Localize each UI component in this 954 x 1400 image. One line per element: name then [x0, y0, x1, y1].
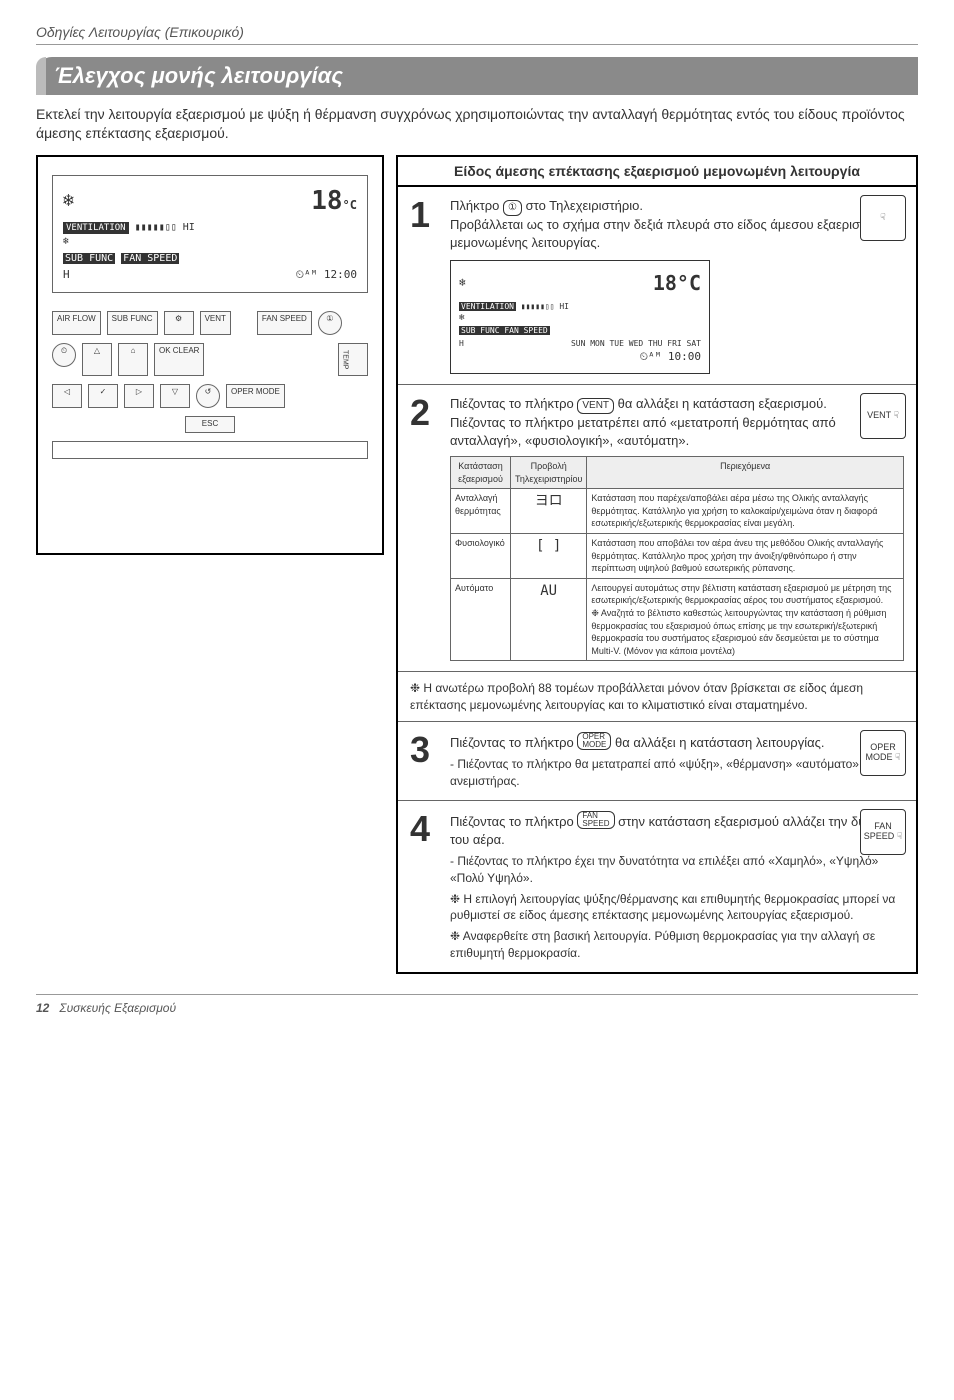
- note-text: ❉ Η ανωτέρω προβολή 88 τομέων προβάλλετα…: [398, 672, 916, 720]
- remote-diagram: ❄ 18°C VENTILATION ▮▮▮▮▮▯▯ HI ❄ SUB FUNC…: [36, 155, 384, 555]
- step-text: θα αλλάξει η κατάσταση λειτουργίας.: [615, 735, 824, 750]
- clock-display: ⏲ᴬᴹ 10:00: [459, 349, 701, 364]
- page-header: Οδηγίες Λειτουργίας (Επικουρικό): [36, 24, 918, 45]
- footer-text: Συσκευής Εξαερισμού: [59, 1001, 176, 1015]
- table-cell: Κατάσταση που αποβάλει τον αέρα άνευ της…: [587, 534, 904, 579]
- table-cell: Αυτόματο: [451, 578, 511, 661]
- table-row: Ανταλλαγή θερμότητας ヨロ Κατάσταση που πα…: [451, 489, 904, 534]
- page-footer: 12 Συσκευής Εξαερισμού: [36, 994, 918, 1015]
- table-row: Αυτόματο AU Λειτουργεί αυτομάτως στην βέ…: [451, 578, 904, 661]
- right-button[interactable]: ▷: [124, 384, 154, 408]
- hand-icon: ☟: [860, 195, 906, 241]
- hand-icon: FAN SPEED ☟: [860, 809, 906, 855]
- table-cell: Ανταλλαγή θερμότητας: [451, 489, 511, 534]
- air-flow-button[interactable]: AIR FLOW: [52, 311, 101, 335]
- oper-mode-button[interactable]: OPER MODE: [226, 384, 285, 408]
- h-label: H: [63, 268, 70, 282]
- step-text: Πιέζοντας το πλήκτρο: [450, 814, 577, 829]
- vent-button[interactable]: VENT: [200, 311, 231, 335]
- esc-button[interactable]: ESC: [185, 416, 235, 433]
- vent-label: VENTILATION: [63, 222, 129, 234]
- turn-button[interactable]: ↺: [196, 384, 220, 408]
- table-cell: Λειτουργεί αυτομάτως στην βέλτιστη κατάσ…: [587, 578, 904, 661]
- ok-button[interactable]: OK CLEAR: [154, 343, 204, 376]
- section-title-bar: Έλεγχος μονής λειτουργίας: [36, 57, 918, 95]
- step-text: στο Τηλεχειριστήριο.: [526, 198, 643, 213]
- h-label: H: [459, 338, 464, 349]
- settings-button[interactable]: ⚙: [164, 311, 194, 335]
- step-text: ❉ Η επιλογή λειτουργίας ψύξης/θέρμανσης …: [450, 891, 904, 925]
- bars-icon: ▮▮▮▮▮▯▯ HI: [135, 222, 195, 234]
- temp-display: 18°C: [653, 269, 701, 297]
- step-text: Πιέζοντας το πλήκτρο: [450, 396, 577, 411]
- table-cell: [ ]: [511, 534, 587, 579]
- down-button[interactable]: ▽: [160, 384, 190, 408]
- step-1: 1 Πλήκτρο ① στο Τηλεχειριστήριο. Προβάλλ…: [398, 187, 916, 385]
- table-cell: Φυσιολογικό: [451, 534, 511, 579]
- page-number: 12: [36, 1001, 49, 1015]
- table-row: Φυσιολογικό [ ] Κατάσταση που αποβάλει τ…: [451, 534, 904, 579]
- modes-table: Κατάσταση εξαερισμού Προβολή Τηλεχειριστ…: [450, 456, 904, 661]
- step-text: - Πιέζοντας το πλήκτρο θα μετατραπεί από…: [450, 756, 904, 790]
- sub-func-button[interactable]: SUB FUNC: [107, 311, 158, 335]
- fan-speed-icon: FAN SPEED: [577, 811, 614, 829]
- temp-button[interactable]: TEMP: [338, 343, 368, 376]
- table-cell: Κατάσταση που παρέχει/αποβάλει αέρα μέσω…: [587, 489, 904, 534]
- clock-button[interactable]: ⏲: [52, 343, 76, 367]
- table-cell: AU: [511, 578, 587, 661]
- table-header: Κατάσταση εξαερισμού: [451, 457, 511, 489]
- hand-icon: OPER MODE ☟: [860, 730, 906, 776]
- up-button[interactable]: △: [82, 343, 112, 376]
- step-text: Πλήκτρο: [450, 198, 503, 213]
- fan-speed-button[interactable]: FAN SPEED: [257, 311, 312, 335]
- step-3: 3 Πιέζοντας το πλήκτρο OPER MODE θα αλλά…: [398, 721, 916, 801]
- vent-label: VENTILATION: [459, 302, 516, 311]
- power-icon: ①: [503, 200, 522, 216]
- snow-icon: ❄: [63, 190, 74, 211]
- right-panel: Είδος άμεσης επέκτασης εξαερισμού μεμονω…: [396, 155, 918, 974]
- subfunc-label: SUB FUNC: [63, 253, 115, 264]
- remote-lcd: ❄ 18°C VENTILATION ▮▮▮▮▮▯▯ HI ❄ SUB FUNC…: [52, 175, 368, 293]
- home-button[interactable]: ⌂: [118, 343, 148, 376]
- step-text: ❉ Αναφερθείτε στη βασική λειτουργία. Ρύθ…: [450, 928, 904, 962]
- sub-label: SUB FUNC FAN SPEED: [459, 326, 550, 335]
- intro-text: Εκτελεί την λειτουργία εξαερισμού με ψύξ…: [36, 105, 918, 143]
- step-text: - Πιέζοντας το πλήκτρο έχει την δυνατότη…: [450, 853, 904, 887]
- mini-lcd: ❄ 18°C VENTILATION ▮▮▮▮▮▯▯ HI ❄ SUB FUNC…: [450, 260, 710, 374]
- days-label: SUN MON TUE WED THU FRI SAT: [571, 338, 701, 349]
- step-number: 4: [410, 811, 440, 962]
- step-text: Πιέζοντας το πλήκτρο: [450, 735, 577, 750]
- step-text: θα αλλάξει η κατάσταση εξαερισμού.: [618, 396, 827, 411]
- step-2: 2 Πιέζοντας το πλήκτρο VENT θα αλλάξει η…: [398, 385, 916, 673]
- clock-display: ⏲ᴬᴹ 12:00: [295, 268, 357, 282]
- hand-icon: VENT ☟: [860, 393, 906, 439]
- power-button[interactable]: ①: [318, 311, 342, 335]
- step-text: Προβάλλεται ως το σχήμα στην δεξιά πλευρ…: [450, 216, 904, 252]
- table-header: Περιεχόμενα: [587, 457, 904, 489]
- temp-display: 18°C: [311, 186, 357, 216]
- table-cell: ヨロ: [511, 489, 587, 534]
- step-number: 2: [410, 395, 440, 662]
- fanspeed-label: FAN SPEED: [121, 253, 179, 264]
- check-button[interactable]: ✓: [88, 384, 118, 408]
- section-title: Είδος άμεσης επέκτασης εξαερισμού μεμονω…: [398, 157, 916, 187]
- step-number: 1: [410, 197, 440, 374]
- step-4: 4 Πιέζοντας το πλήκτρο FAN SPEED στην κα…: [398, 801, 916, 972]
- oper-mode-icon: OPER MODE: [577, 732, 611, 750]
- step-number: 3: [410, 732, 440, 790]
- step-text: Πιέζοντας το πλήκτρο μετατρέπει από «μετ…: [450, 414, 904, 450]
- vent-icon: VENT: [577, 398, 614, 414]
- snow-icon: ❄: [459, 275, 466, 290]
- table-header: Προβολή Τηλεχειριστηρίου: [511, 457, 587, 489]
- left-button[interactable]: ◁: [52, 384, 82, 408]
